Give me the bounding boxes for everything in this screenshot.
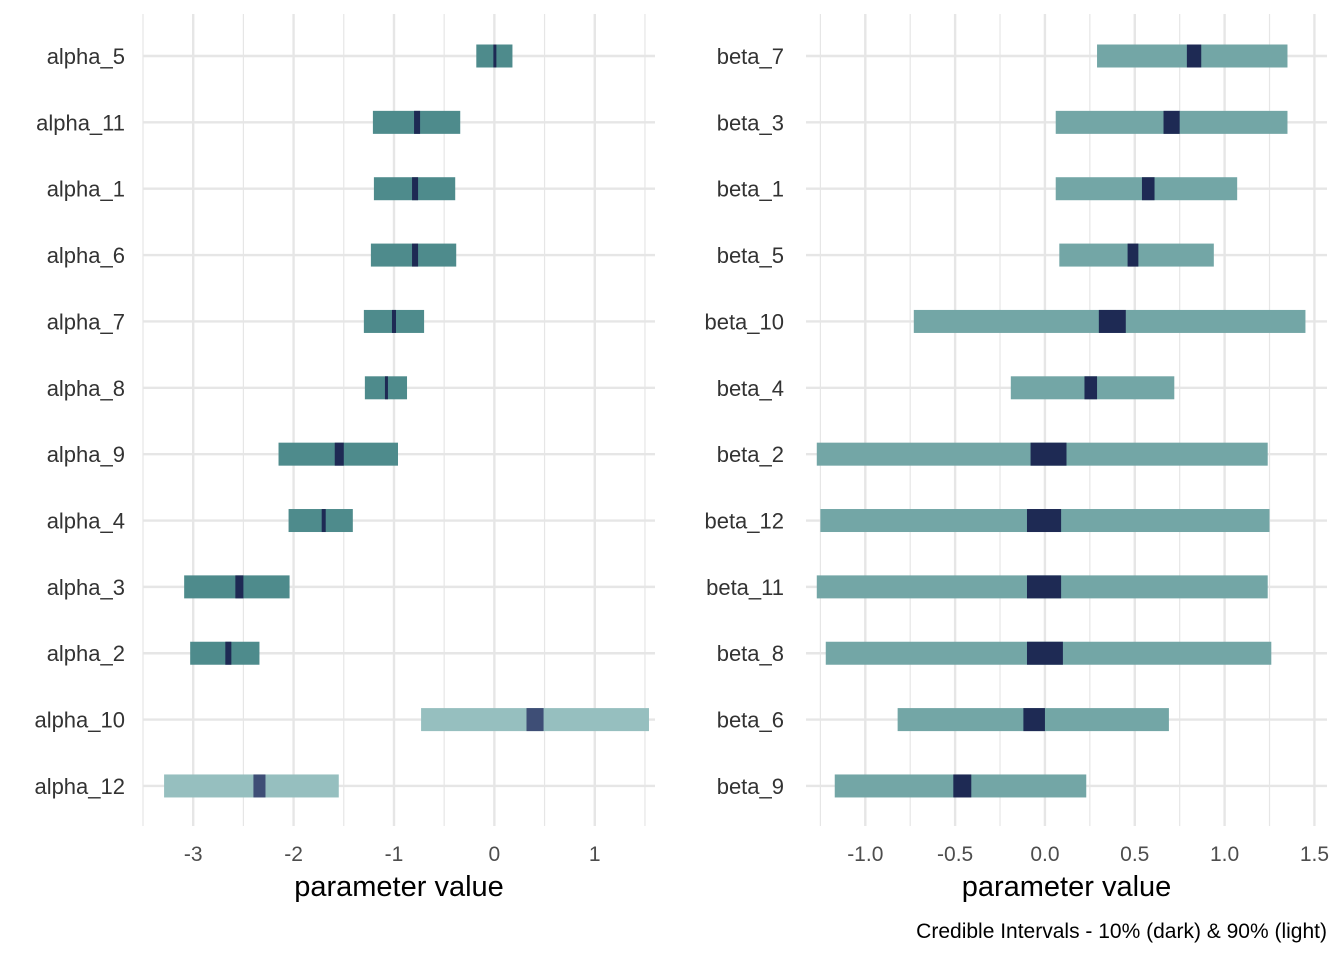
row-label: beta_10 <box>704 309 784 334</box>
row-label: beta_4 <box>717 376 784 401</box>
row-label: alpha_3 <box>47 575 125 600</box>
interval-outer-bar <box>164 774 339 798</box>
x-tick-label: 0.5 <box>1120 843 1149 866</box>
interval-inner-bar <box>1026 509 1062 533</box>
row-label: beta_9 <box>717 774 784 799</box>
x-tick-label: -0.5 <box>937 843 973 866</box>
row-label: beta_1 <box>717 177 784 202</box>
interval-inner-bar <box>412 243 419 267</box>
row-label: alpha_4 <box>47 509 125 534</box>
row-label: alpha_9 <box>47 442 125 467</box>
x-tick-label: 1.5 <box>1300 843 1329 866</box>
row-label: beta_6 <box>717 708 784 733</box>
row-label: alpha_5 <box>47 44 125 69</box>
x-tick-label: -1.0 <box>847 843 883 866</box>
x-axis-title: parameter value <box>294 871 504 903</box>
interval-inner-bar <box>321 509 326 533</box>
interval-inner-bar <box>1023 708 1045 732</box>
interval-inner-bar <box>414 110 421 134</box>
interval-inner-bar <box>1026 575 1062 599</box>
row-label: alpha_2 <box>47 641 125 666</box>
x-tick-label: 0 <box>489 843 501 866</box>
interval-inner-bar <box>253 774 266 798</box>
row-label: beta_8 <box>717 641 784 666</box>
interval-inner-bar <box>1163 110 1180 134</box>
interval-inner-bar <box>412 177 419 201</box>
row-label: beta_12 <box>704 509 784 534</box>
row-label: beta_5 <box>717 243 784 268</box>
row-label: beta_3 <box>717 110 784 135</box>
row-label: alpha_8 <box>47 376 125 401</box>
x-tick-label: 1 <box>589 843 601 866</box>
interval-inner-bar <box>526 708 544 732</box>
row-label: alpha_10 <box>34 708 125 733</box>
x-tick-label: 1.0 <box>1210 843 1239 866</box>
interval-inner-bar <box>1141 177 1155 201</box>
interval-inner-bar <box>235 575 244 599</box>
interval-inner-bar <box>493 44 497 68</box>
row-label: alpha_6 <box>47 243 125 268</box>
interval-outer-bar <box>190 641 260 665</box>
row-label: alpha_7 <box>47 309 125 334</box>
row-label: beta_11 <box>706 575 784 600</box>
interval-inner-bar <box>1030 442 1067 466</box>
interval-inner-bar <box>225 641 232 665</box>
x-tick-label: -1 <box>385 843 404 866</box>
row-label: alpha_1 <box>47 177 125 202</box>
interval-inner-bar <box>1186 44 1202 68</box>
interval-inner-bar <box>391 309 396 333</box>
interval-outer-bar <box>288 509 353 533</box>
interval-inner-bar <box>1127 243 1139 267</box>
interval-inner-bar <box>334 442 344 466</box>
row-label: beta_2 <box>717 442 784 467</box>
x-axis-title: parameter value <box>962 871 1172 903</box>
interval-inner-bar <box>1026 641 1063 665</box>
interval-inner-bar <box>1098 309 1126 333</box>
row-label: beta_7 <box>717 44 784 69</box>
row-label: alpha_11 <box>36 110 125 135</box>
chart-caption: Credible Intervals - 10% (dark) & 90% (l… <box>916 920 1327 943</box>
beta-panel: beta_7 beta_3 beta_1 beta_5 beta_10 beta_4bet… <box>704 14 1329 903</box>
x-tick-label: 0.0 <box>1030 843 1059 866</box>
interval-inner-bar <box>953 774 972 798</box>
interval-inner-bar <box>384 376 388 400</box>
x-tick-label: -2 <box>284 843 303 866</box>
row-label: alpha_12 <box>34 774 125 799</box>
x-tick-label: -3 <box>184 843 203 866</box>
alpha-panel: alpha_5 alpha_11 alpha_1 alpha_6 alpha_7alph… <box>34 14 655 903</box>
interval-inner-bar <box>1084 376 1098 400</box>
